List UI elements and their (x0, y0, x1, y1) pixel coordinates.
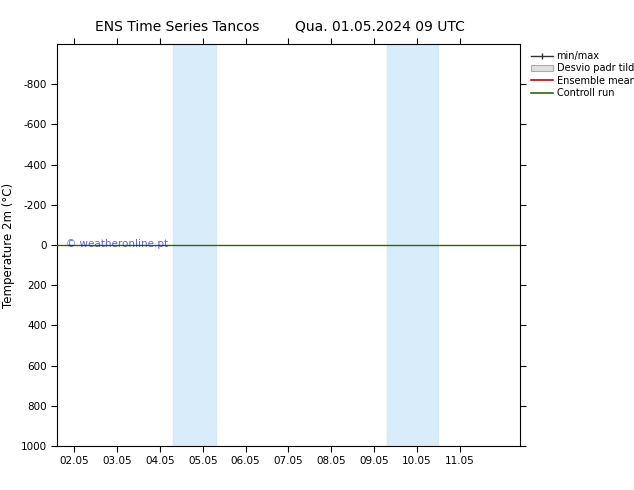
Bar (387, 44, 439, 446)
Text: ENS Time Series Tancos: ENS Time Series Tancos (95, 20, 260, 34)
Bar (172, 44, 216, 446)
Text: © weatheronline.pt: © weatheronline.pt (67, 239, 169, 249)
Legend: min/max, Desvio padr tilde;o, Ensemble mean run, Controll run: min/max, Desvio padr tilde;o, Ensemble m… (529, 49, 634, 100)
Y-axis label: Temperature 2m (°C): Temperature 2m (°C) (2, 182, 15, 308)
Text: Qua. 01.05.2024 09 UTC: Qua. 01.05.2024 09 UTC (295, 20, 465, 34)
